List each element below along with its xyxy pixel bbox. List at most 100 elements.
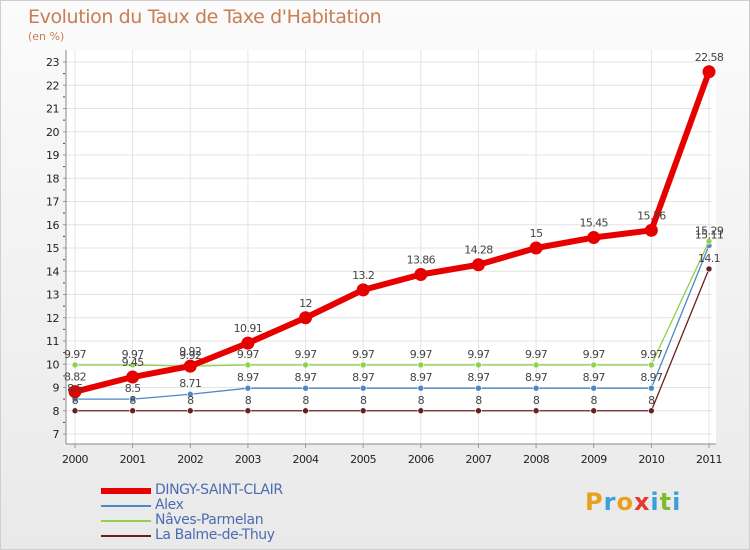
y-tick-label: 8 [53, 405, 60, 418]
y-tick-label: 22 [46, 79, 59, 92]
data-point [532, 407, 540, 415]
series-line-dingy-saint-clair [74, 70, 712, 395]
y-tick-label: 14 [46, 265, 59, 278]
data-label: 10.91 [234, 322, 263, 335]
data-label: 12 [299, 297, 312, 310]
data-label: 8.97 [237, 371, 260, 384]
data-point [244, 361, 252, 369]
data-label: 8.97 [294, 371, 317, 384]
data-point [532, 361, 540, 369]
y-tick-label: 17 [46, 196, 59, 209]
data-point [244, 384, 252, 392]
data-label: 9.97 [294, 348, 317, 361]
data-point [417, 384, 425, 392]
data-point [590, 407, 598, 415]
legend-label: Nâves-Parmelan [155, 512, 264, 528]
data-point [475, 384, 482, 392]
data-label: 8.97 [640, 371, 663, 384]
chart-subtitle: (en %) [28, 30, 65, 43]
data-label: 8.82 [64, 371, 86, 384]
data-point [302, 361, 309, 369]
logo-letter: o [616, 488, 634, 516]
data-label: 8.97 [352, 371, 375, 384]
x-tick-label: 2002 [177, 453, 203, 466]
data-point [705, 237, 713, 245]
data-label: 9.97 [237, 348, 260, 361]
legend-label: DINGY-SAINT-CLAIR [155, 482, 283, 498]
data-point [186, 407, 194, 415]
data-point [129, 407, 136, 415]
logo-letter: r [603, 488, 617, 516]
data-label: 9.97 [410, 348, 433, 361]
data-point [590, 361, 598, 369]
data-point [590, 384, 598, 392]
data-point [648, 361, 655, 369]
data-label: 8 [648, 394, 655, 407]
data-point [417, 361, 425, 369]
series-line-la-balme-de-thuy [75, 268, 710, 412]
x-tick-label: 2008 [523, 453, 549, 466]
data-point [359, 361, 367, 369]
y-tick-label: 13 [46, 289, 59, 302]
data-point [587, 231, 601, 245]
legend-label: La Balme-de-Thuy [155, 527, 275, 543]
legend-swatch [101, 520, 151, 522]
data-point [183, 359, 197, 373]
data-label: 8.71 [179, 377, 201, 390]
y-tick-label: 20 [46, 126, 59, 139]
data-point [705, 265, 713, 273]
data-label: 8 [533, 394, 540, 407]
logo-letter: i [672, 488, 682, 516]
data-point [129, 395, 136, 403]
data-label: 9.92 [179, 345, 201, 358]
data-label: 14.1 [698, 252, 720, 265]
data-point [241, 336, 255, 350]
data-point [417, 407, 425, 415]
y-tick-label: 16 [46, 219, 59, 232]
legend-label: Alex [155, 497, 184, 513]
y-tick-label: 10 [46, 358, 59, 371]
data-label: 13.86 [407, 254, 436, 267]
logo-letter: x [633, 488, 651, 516]
data-point [71, 407, 79, 415]
data-point [471, 258, 485, 272]
data-point [299, 311, 313, 325]
data-label: 15.29 [695, 224, 724, 237]
y-tick-label: 18 [46, 172, 59, 185]
data-point [126, 370, 140, 384]
y-tick-label: 19 [46, 149, 59, 162]
data-point [532, 384, 540, 392]
data-label: 15 [530, 227, 543, 240]
y-tick-label: 7 [53, 428, 60, 441]
data-label: 8.97 [525, 371, 548, 384]
data-point [475, 407, 482, 415]
data-label: 8.5 [125, 382, 141, 395]
data-point [129, 361, 136, 369]
data-label: 9.97 [64, 348, 87, 361]
logo-letter: i [650, 488, 660, 516]
data-label: 8.97 [410, 371, 433, 384]
y-tick-label: 11 [46, 335, 59, 348]
data-label: 8 [245, 394, 252, 407]
proxiti-logo: Proxiti [585, 488, 681, 516]
legend-swatch [101, 488, 151, 494]
data-label: 8 [302, 394, 309, 407]
data-point [302, 384, 309, 392]
data-point [529, 241, 543, 255]
data-point [244, 407, 252, 415]
data-label: 13.2 [352, 269, 374, 282]
x-tick-label: 2001 [120, 453, 146, 466]
data-label: 9.97 [467, 348, 490, 361]
data-point [702, 65, 716, 79]
data-point [648, 384, 655, 392]
plot-area [66, 50, 716, 444]
data-label: 8.97 [583, 371, 606, 384]
data-point [359, 407, 367, 415]
data-label: 8 [418, 394, 425, 407]
data-point [302, 407, 309, 415]
data-point [186, 390, 194, 398]
data-point [71, 361, 79, 369]
data-label: 9.97 [640, 348, 663, 361]
